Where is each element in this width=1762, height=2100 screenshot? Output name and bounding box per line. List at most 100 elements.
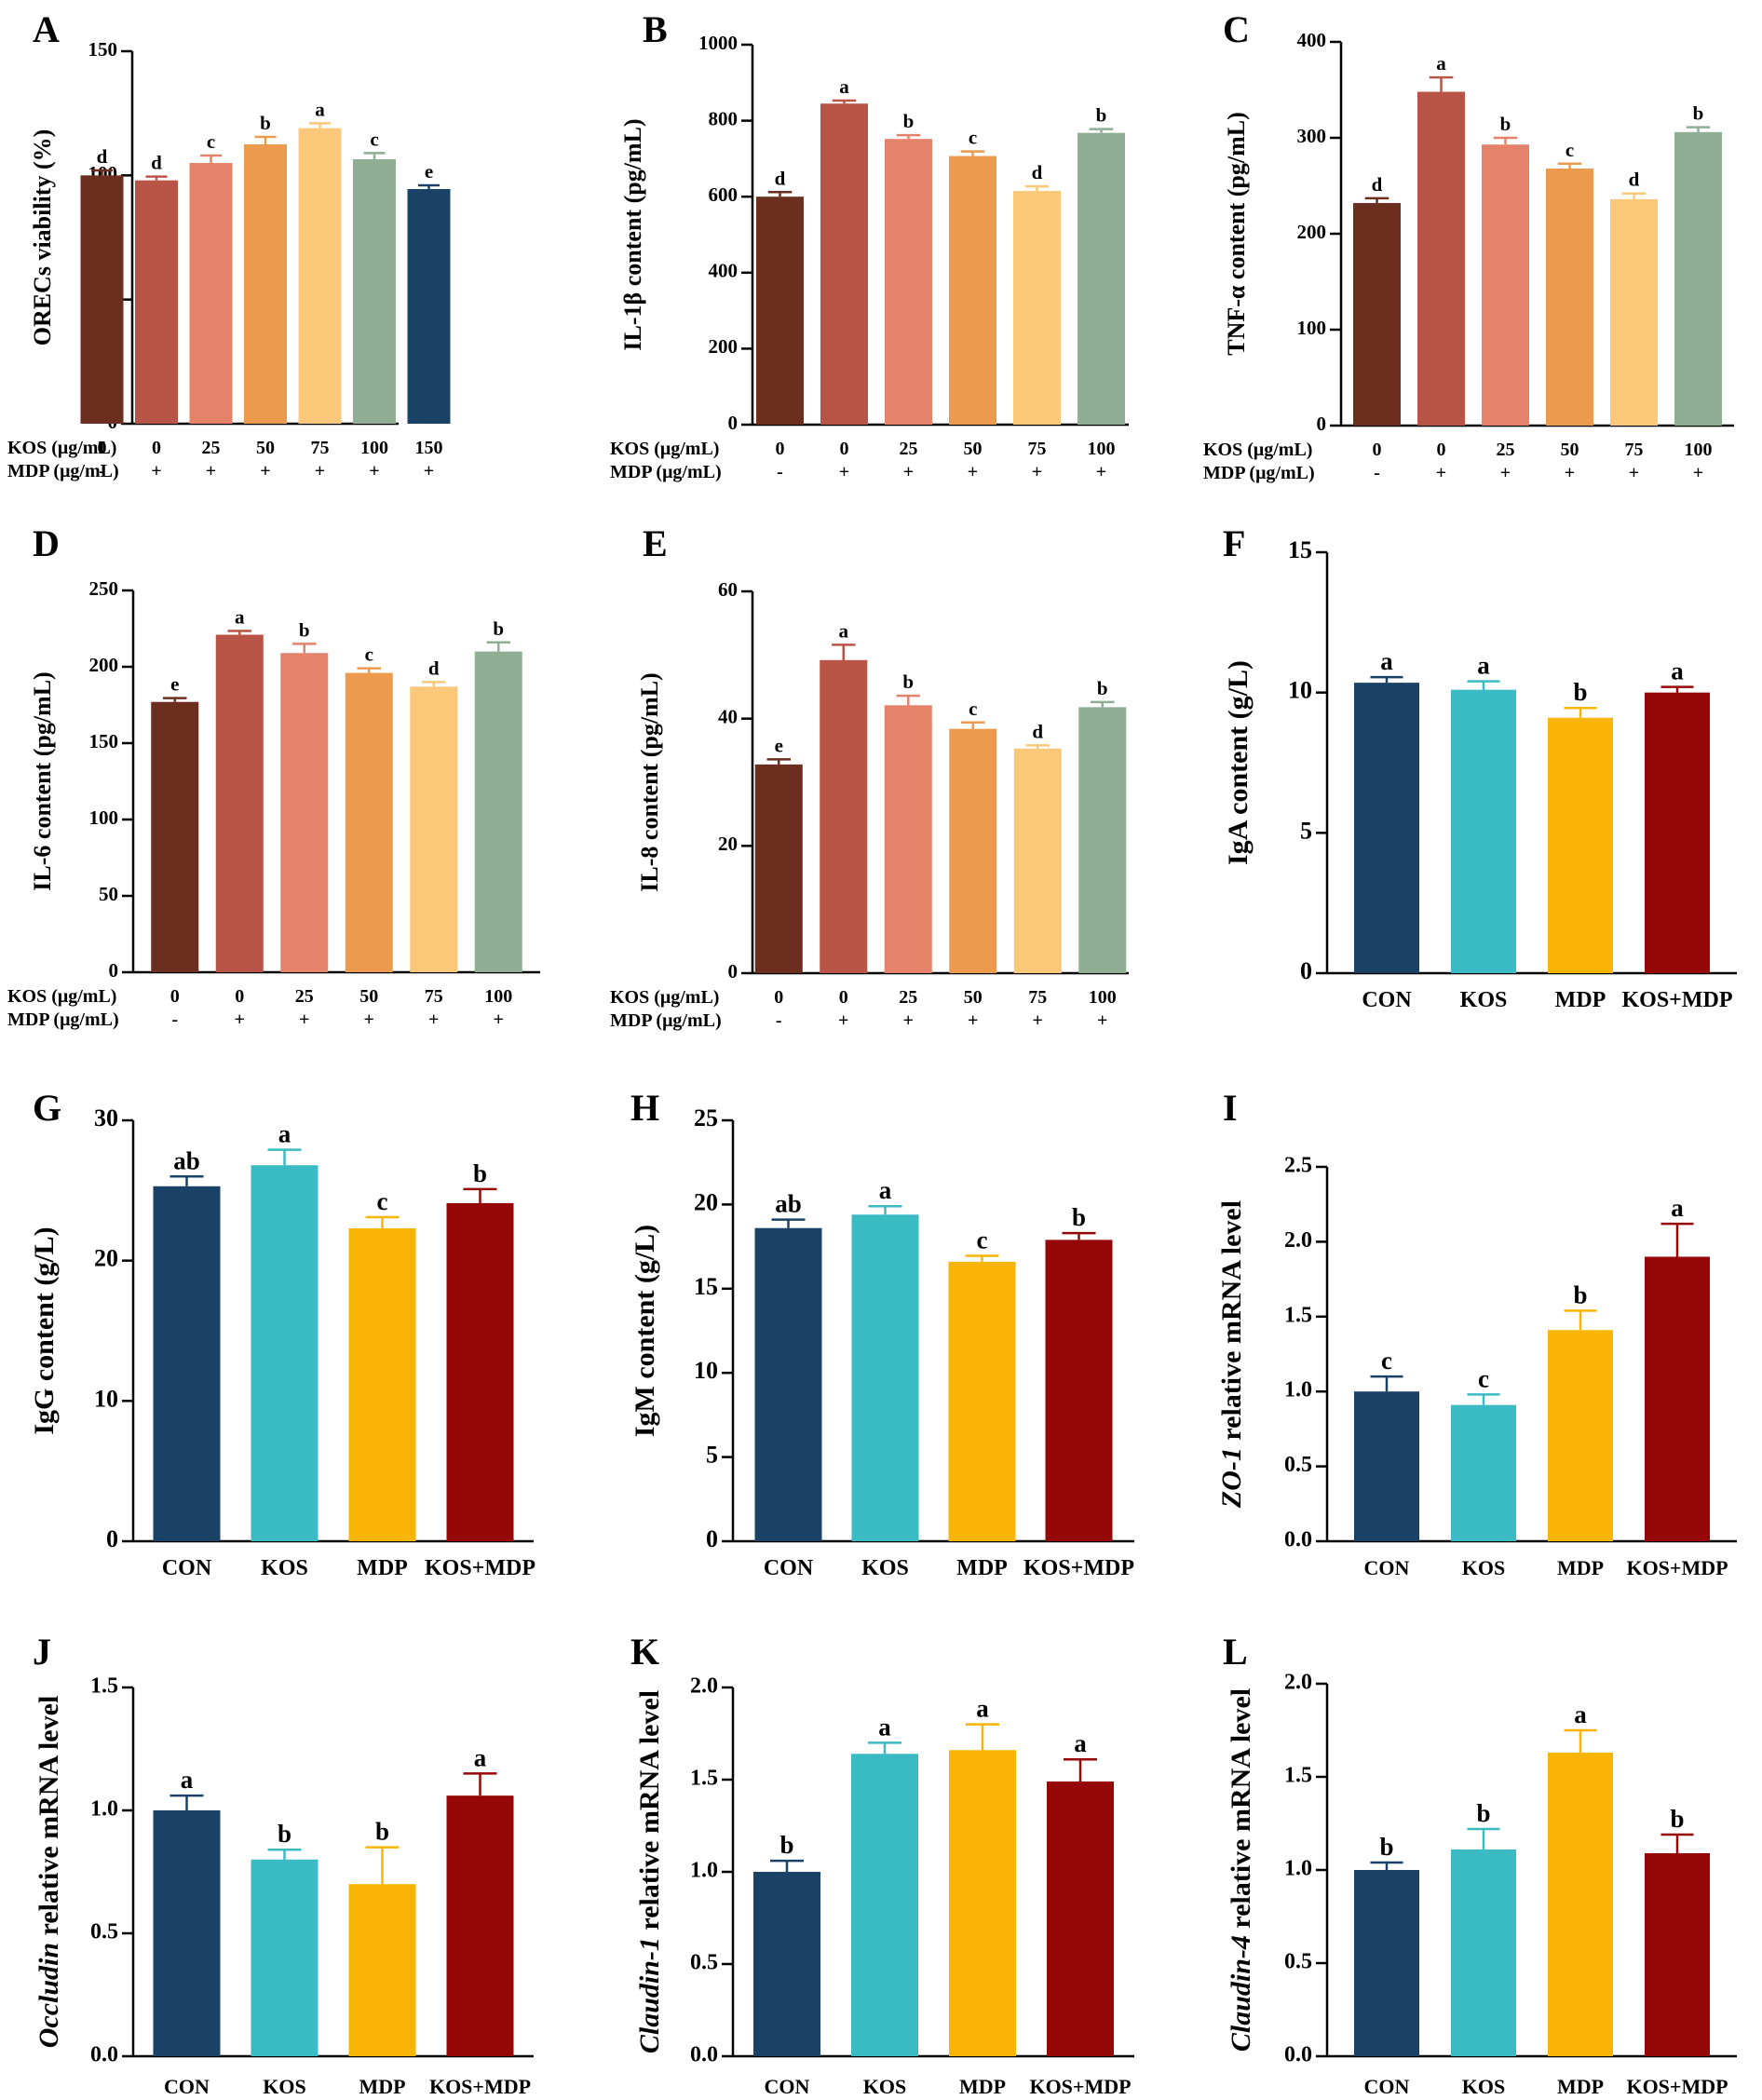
significance-label: e xyxy=(425,160,433,183)
y-axis-label: Claudin-1 relative mRNA level xyxy=(634,1690,665,2053)
panel-label: E xyxy=(643,522,668,564)
significance-label: a xyxy=(1671,1194,1684,1222)
y-tick-label: 0.0 xyxy=(690,2043,718,2067)
significance-label: d xyxy=(775,167,786,189)
y-tick-label: 10 xyxy=(1288,677,1312,704)
x-tick-label-kos: 100 xyxy=(1088,439,1116,459)
row-label-mdp: MDP (μg/mL) xyxy=(610,462,722,482)
x-tick-label-mdp: - xyxy=(99,461,105,481)
row-label-kos: KOS (μg/mL) xyxy=(7,986,116,1007)
bar xyxy=(410,686,458,972)
x-tick-label: KOS xyxy=(1462,1556,1505,1579)
y-axis-label: IgG content (g/L) xyxy=(29,1226,60,1434)
x-tick-label-kos: 0 xyxy=(152,438,161,458)
bar xyxy=(949,156,996,425)
significance-label: c xyxy=(207,130,215,153)
y-tick-label: 0 xyxy=(1317,413,1327,435)
row-label-kos: KOS (μg/mL) xyxy=(610,439,719,459)
y-tick-label: 1000 xyxy=(698,32,738,54)
x-tick-label-mdp: + xyxy=(424,461,434,481)
x-tick-label-kos: 50 xyxy=(964,987,983,1008)
x-tick-label: CON xyxy=(1362,988,1412,1012)
y-axis-label: TNF-α content (pg/mL) xyxy=(1223,112,1250,356)
x-tick-label-mdp: + xyxy=(260,461,270,481)
y-tick-label: 100 xyxy=(1297,317,1327,339)
significance-label: a xyxy=(1671,657,1684,685)
significance-label: c xyxy=(365,644,373,666)
chart-panel-h: H 0 5 10 15 20 25 IgM content (g/L) ab CON a KOS c MD… xyxy=(630,1087,1134,1580)
panel-label: I xyxy=(1223,1087,1238,1129)
significance-label: b xyxy=(1500,113,1511,135)
chart-panel-i: I 0.0 0.5 1.0 1.5 2.0 2.5 ZO-1 relative mRNA le… xyxy=(1216,1087,1737,1579)
y-tick-label: 20 xyxy=(694,1188,718,1215)
bar xyxy=(949,728,997,973)
x-tick-label-kos: 50 xyxy=(256,438,275,458)
x-tick-label-kos: 100 xyxy=(360,438,388,458)
bar xyxy=(753,1872,820,2056)
x-tick-label: MDP xyxy=(357,1556,408,1580)
bar xyxy=(949,1750,1016,2056)
bar xyxy=(1645,1256,1710,1541)
y-tick-label: 600 xyxy=(709,183,739,206)
significance-label: b xyxy=(1670,1805,1684,1833)
chart-panel-k: K 0.0 0.5 1.0 1.5 2.0 Claudin-1 relative mRNA … xyxy=(630,1631,1134,2098)
y-tick-label: 15 xyxy=(1288,536,1312,563)
y-tick-label: 0.5 xyxy=(1284,1950,1312,1974)
y-tick-label: 300 xyxy=(1297,125,1327,147)
significance-label: c xyxy=(377,1187,388,1215)
x-tick-label-mdp: + xyxy=(235,1009,245,1030)
bar xyxy=(280,653,329,972)
bar xyxy=(1045,1240,1113,1541)
bar xyxy=(851,1214,919,1541)
row-label-mdp: MDP (μg/mL) xyxy=(610,1010,722,1031)
x-tick-label-mdp: + xyxy=(151,461,161,481)
x-tick-label: CON xyxy=(162,1556,212,1580)
x-tick-label-mdp: + xyxy=(968,462,978,482)
x-tick-label-kos: 25 xyxy=(899,987,917,1008)
bar xyxy=(1417,91,1465,426)
x-tick-label-kos: 0 xyxy=(1437,440,1446,460)
x-tick-label-kos: 0 xyxy=(170,986,180,1007)
x-tick-label: CON xyxy=(764,1556,814,1580)
significance-label: a xyxy=(278,1120,291,1148)
bar xyxy=(1546,168,1593,426)
y-tick-label: 60 xyxy=(718,578,738,601)
significance-label: e xyxy=(170,673,179,696)
bar xyxy=(1451,1849,1516,2056)
x-tick-label-mdp: + xyxy=(315,461,325,481)
bar xyxy=(407,189,451,424)
bar xyxy=(754,1227,822,1541)
x-tick-label: KOS+MDP xyxy=(1621,988,1732,1012)
significance-label: a xyxy=(879,1176,892,1204)
x-tick-label-mdp: + xyxy=(494,1009,504,1030)
significance-label: b xyxy=(1693,102,1704,125)
bar xyxy=(135,180,178,424)
x-tick-label: KOS+MDP xyxy=(1023,1556,1134,1580)
x-tick-label-mdp: + xyxy=(206,461,216,481)
x-tick-label-kos: 100 xyxy=(484,986,512,1007)
significance-label: d xyxy=(1629,169,1640,191)
x-tick-label-kos: 75 xyxy=(1028,439,1047,459)
significance-label: a xyxy=(1477,652,1490,680)
significance-label: b xyxy=(1379,1833,1393,1861)
panel-label: H xyxy=(630,1087,659,1129)
significance-label: c xyxy=(370,128,378,150)
significance-label: a xyxy=(839,75,849,98)
row-label-mdp: MDP (μg/mL) xyxy=(7,461,119,481)
y-tick-label: 0.0 xyxy=(1284,2043,1312,2067)
x-tick-label-mdp: + xyxy=(838,1010,848,1031)
x-tick-label-mdp: + xyxy=(364,1009,374,1030)
x-tick-label-mdp: - xyxy=(777,462,783,482)
x-tick-label: KOS xyxy=(261,1556,308,1580)
significance-label: a xyxy=(474,1743,487,1771)
x-tick-label-kos: 25 xyxy=(1497,440,1515,460)
y-tick-label: 150 xyxy=(89,730,119,752)
bar xyxy=(1548,1753,1613,2056)
bar xyxy=(153,1185,221,1541)
x-tick-label-kos: 0 xyxy=(1373,440,1382,460)
significance-label: e xyxy=(775,734,783,756)
bar xyxy=(1354,1391,1419,1541)
significance-label: b xyxy=(260,112,271,134)
bar xyxy=(756,196,804,425)
